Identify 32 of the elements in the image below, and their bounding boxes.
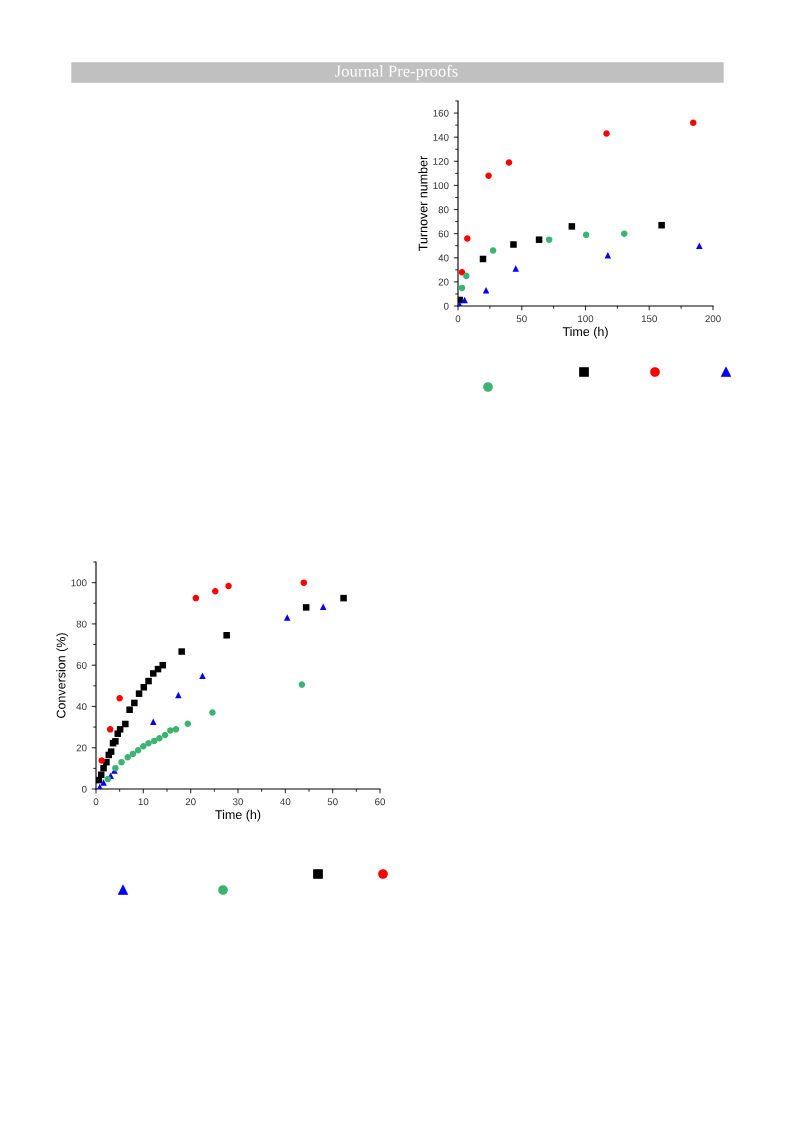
y-tick-label: 140 (433, 133, 449, 141)
x-axis-title: Time (h) (215, 809, 261, 822)
y-tick-label: 120 (433, 158, 449, 165)
y-tick-label: 80 (76, 620, 87, 628)
x-tick-label: 50 (516, 315, 527, 323)
y-tick-label: 80 (438, 206, 449, 214)
x-tick-label: 30 (232, 798, 244, 806)
x-tick-label: 0 (93, 798, 99, 806)
x-tick-label: 20 (185, 798, 196, 806)
y-tick-label: 160 (433, 109, 449, 117)
y-tick-label: 40 (76, 703, 87, 711)
y-tick-label: 20 (438, 278, 449, 286)
y-tick-label: 40 (438, 254, 449, 262)
y-axis-title: Conversion (%) (56, 633, 68, 718)
y-tick-label: 100 (433, 182, 449, 190)
x-tick-label: 10 (138, 798, 149, 806)
y-tick-label: 20 (76, 744, 87, 752)
x-tick-label: 60 (375, 798, 386, 806)
x-tick-label: 40 (280, 798, 291, 806)
y-tick-label: 60 (76, 661, 87, 669)
x-tick-label: 100 (578, 315, 594, 323)
y-tick-label: 0 (81, 785, 87, 793)
x-tick-label: 200 (705, 315, 721, 323)
text: Journal Pre-proofs (335, 64, 458, 81)
y-axis-title: Turnover number (418, 156, 428, 251)
x-tick-label: 150 (641, 315, 657, 323)
x-axis-title: Time (h) (562, 326, 608, 339)
y-tick-label: 100 (71, 579, 87, 587)
y-tick-label: 60 (438, 230, 449, 238)
x-tick-label: 0 (455, 315, 461, 323)
x-tick-label: 50 (327, 798, 338, 806)
y-tick-label: 0 (443, 302, 449, 310)
